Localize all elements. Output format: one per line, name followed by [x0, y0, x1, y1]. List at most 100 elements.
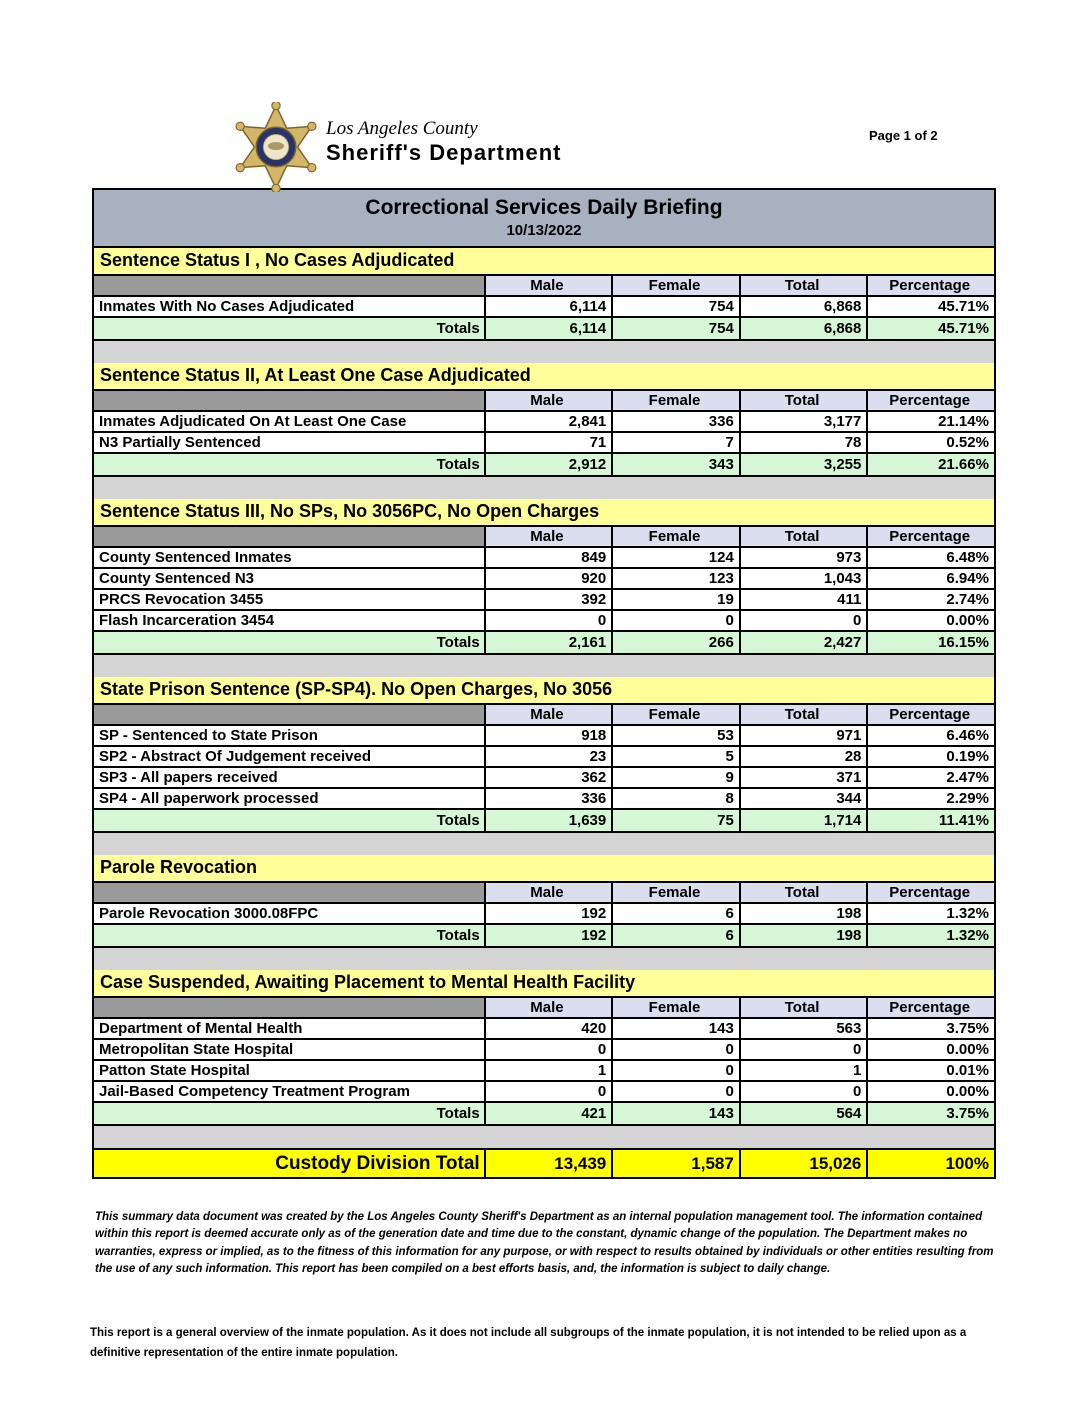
value-cell-percentage: 0.19%	[866, 747, 994, 768]
report-block: Correctional Services Daily Briefing 10/…	[92, 188, 996, 1179]
row-label: Flash Incarceration 3454	[94, 611, 484, 632]
table-row: Patton State Hospital 1 0 1 0.01%	[94, 1061, 994, 1082]
report-title-bar: Correctional Services Daily Briefing 10/…	[94, 190, 994, 248]
footnote-text: This report is a general overview of the…	[90, 1327, 967, 1359]
table-row: PRCS Revocation 3455 392 19 411 2.74%	[94, 590, 994, 611]
value-cell-total: 563	[738, 1019, 867, 1040]
totals-value-total: 198	[738, 925, 867, 946]
value-cell-female: 6	[611, 904, 739, 925]
totals-value-total: 2,427	[738, 632, 867, 653]
value-cell-total: 973	[738, 548, 867, 569]
value-cell-male: 6,114	[483, 297, 612, 318]
table-row: Flash Incarceration 3454 0 0 0 0.00%	[94, 611, 994, 632]
column-header: Female	[611, 276, 739, 297]
totals-value-percentage: 21.66%	[866, 454, 994, 475]
report-title: Correctional Services Daily Briefing	[365, 196, 723, 219]
row-label: Patton State Hospital	[94, 1061, 484, 1082]
row-label: SP2 - Abstract Of Judgement received	[94, 747, 484, 768]
section-title: Sentence Status I , No Cases Adjudicated	[94, 248, 994, 276]
value-cell-female: 5	[611, 747, 739, 768]
column-header: Percentage	[866, 883, 994, 904]
sections-host: Sentence Status I , No Cases Adjudicated…	[94, 248, 994, 1148]
section-title: Parole Revocation	[94, 855, 994, 883]
value-cell-total: 6,868	[738, 297, 867, 318]
column-header-spacer	[94, 883, 484, 904]
value-cell-percentage: 0.00%	[866, 611, 994, 632]
agency-county-label: Los Angeles County	[326, 118, 478, 139]
grand-total-row: Custody Division Total 13,439 1,587 15,0…	[94, 1148, 994, 1177]
value-cell-total: 78	[738, 433, 867, 454]
totals-value-male: 421	[483, 1103, 612, 1124]
totals-value-female: 143	[611, 1103, 739, 1124]
totals-value-percentage: 11.41%	[866, 810, 994, 831]
value-cell-female: 336	[611, 412, 739, 433]
row-label: Inmates Adjudicated On At Least One Case	[94, 412, 484, 433]
totals-label: Totals	[94, 454, 484, 475]
report-section: Sentence Status I , No Cases Adjudicated…	[94, 248, 994, 341]
column-header: Total	[738, 527, 867, 548]
grand-total-percentage: 100%	[866, 1150, 994, 1177]
column-header: Female	[611, 998, 739, 1019]
totals-value-female: 6	[611, 925, 739, 946]
value-cell-female: 0	[611, 1082, 739, 1103]
value-cell-male: 362	[483, 768, 612, 789]
value-cell-female: 0	[611, 1061, 739, 1082]
column-header-row: Male Female Total Percentage	[94, 276, 994, 297]
column-header: Male	[483, 998, 612, 1019]
column-header-row: Male Female Total Percentage	[94, 883, 994, 904]
agency-name: Los Angeles County Sheriff's Department	[326, 118, 562, 165]
value-cell-female: 53	[611, 726, 739, 747]
column-header-spacer	[94, 998, 484, 1019]
value-cell-percentage: 6.46%	[866, 726, 994, 747]
totals-value-male: 2,912	[483, 454, 612, 475]
column-header: Total	[738, 276, 867, 297]
totals-value-percentage: 16.15%	[866, 632, 994, 653]
totals-row: Totals 2,161 266 2,427 16.15%	[94, 632, 994, 653]
totals-value-female: 343	[611, 454, 739, 475]
column-header: Male	[483, 276, 612, 297]
report-section: Parole Revocation Male Female Total Percenta…	[94, 855, 994, 948]
value-cell-female: 9	[611, 768, 739, 789]
totals-row: Totals 1,639 75 1,714 11.41%	[94, 810, 994, 831]
table-row: SP3 - All papers received 362 9 371 2.47%	[94, 768, 994, 789]
value-cell-male: 23	[483, 747, 612, 768]
totals-label: Totals	[94, 632, 484, 653]
report-section: Case Suspended, Awaiting Placement to Me…	[94, 970, 994, 1126]
row-label: Department of Mental Health	[94, 1019, 484, 1040]
totals-value-percentage: 3.75%	[866, 1103, 994, 1124]
table-row: SP4 - All paperwork processed 336 8 344 2.29…	[94, 789, 994, 810]
section-spacer	[94, 655, 994, 677]
value-cell-male: 918	[483, 726, 612, 747]
sheriff-star-badge-icon	[235, 102, 317, 192]
totals-value-female: 266	[611, 632, 739, 653]
column-header-row: Male Female Total Percentage	[94, 527, 994, 548]
value-cell-male: 849	[483, 548, 612, 569]
row-label: PRCS Revocation 3455	[94, 590, 484, 611]
value-cell-percentage: 1.32%	[866, 904, 994, 925]
value-cell-percentage: 2.29%	[866, 789, 994, 810]
column-header: Female	[611, 527, 739, 548]
column-header: Total	[738, 705, 867, 726]
column-header-row: Male Female Total Percentage	[94, 391, 994, 412]
column-header: Male	[483, 391, 612, 412]
row-label: SP4 - All paperwork processed	[94, 789, 484, 810]
section-spacer	[94, 477, 994, 499]
column-header: Percentage	[866, 705, 994, 726]
report-section: State Prison Sentence (SP-SP4). No Open …	[94, 677, 994, 833]
value-cell-total: 0	[738, 1040, 867, 1061]
table-row: County Sentenced Inmates 849 124 973 6.48%	[94, 548, 994, 569]
value-cell-male: 71	[483, 433, 612, 454]
table-row: County Sentenced N3 920 123 1,043 6.94%	[94, 569, 994, 590]
value-cell-total: 3,177	[738, 412, 867, 433]
row-label: County Sentenced Inmates	[94, 548, 484, 569]
column-header: Male	[483, 527, 612, 548]
value-cell-female: 124	[611, 548, 739, 569]
column-header-spacer	[94, 391, 484, 412]
totals-value-total: 3,255	[738, 454, 867, 475]
value-cell-female: 8	[611, 789, 739, 810]
report-section: Sentence Status II, At Least One Case Ad…	[94, 363, 994, 477]
column-header-row: Male Female Total Percentage	[94, 705, 994, 726]
value-cell-total: 411	[738, 590, 867, 611]
section-title: Sentence Status III, No SPs, No 3056PC, …	[94, 499, 994, 527]
report-section: Sentence Status III, No SPs, No 3056PC, …	[94, 499, 994, 655]
